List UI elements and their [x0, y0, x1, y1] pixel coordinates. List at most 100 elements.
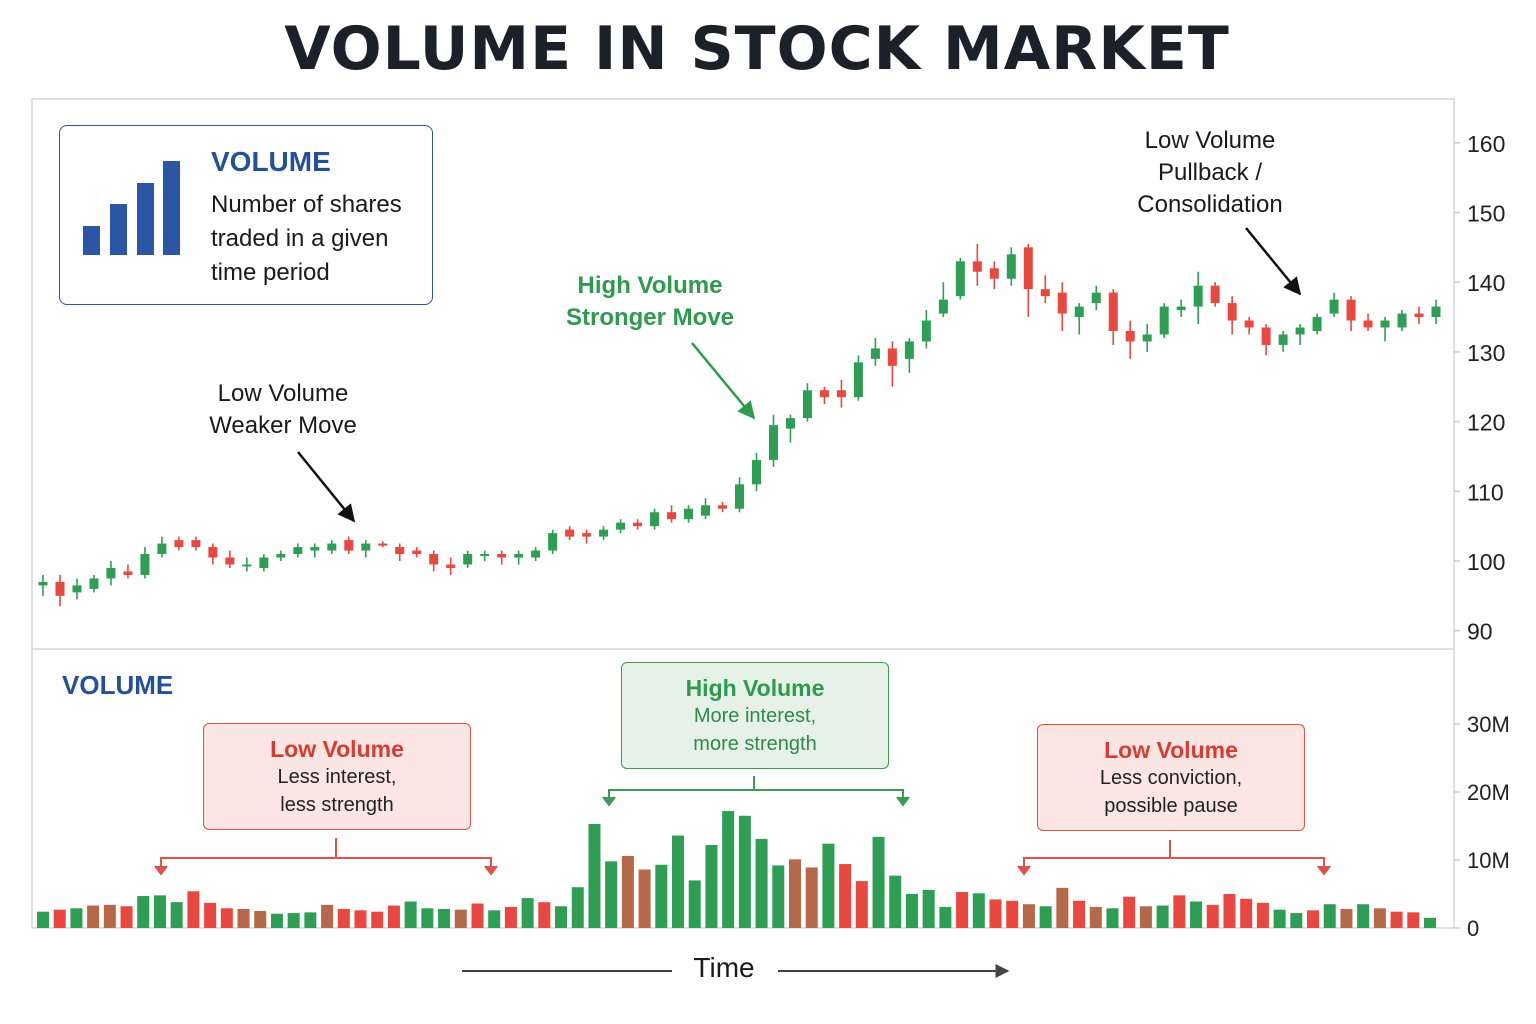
- candle-body: [1346, 299, 1356, 321]
- candle-body: [633, 522, 643, 527]
- candle: [463, 550, 473, 568]
- candle: [870, 337, 880, 366]
- candle-body: [785, 418, 795, 429]
- candle-body: [412, 550, 422, 555]
- volume-bar: [722, 811, 735, 928]
- volume-bar: [755, 838, 768, 928]
- candle-body: [701, 505, 711, 516]
- annotation-low-volume-pullback: Low Volume Pullback / Consolidation: [1137, 127, 1283, 218]
- candle-body: [1295, 327, 1305, 335]
- candle: [310, 543, 320, 558]
- volume-bar: [354, 910, 367, 928]
- price-tick-label: 130: [1467, 340, 1505, 366]
- candle: [412, 547, 422, 558]
- candle-body: [904, 341, 914, 359]
- candle-body: [1108, 292, 1118, 331]
- volume-bar: [521, 898, 534, 928]
- candle-body: [157, 543, 167, 555]
- volume-bar: [1173, 895, 1186, 928]
- volume-bar: [872, 836, 885, 928]
- volume-bar-series: [37, 811, 1436, 928]
- volume-bar: [454, 909, 467, 928]
- candle-body: [565, 529, 575, 537]
- volume-bar: [705, 845, 718, 928]
- volume-bar: [254, 911, 267, 928]
- volume-bar: [237, 908, 250, 928]
- candle: [1261, 324, 1271, 356]
- volume-bar: [1022, 904, 1035, 928]
- volume-bar: [1006, 900, 1019, 928]
- candle: [38, 574, 48, 596]
- candle: [276, 550, 286, 561]
- candle-body: [1261, 327, 1271, 345]
- volume-tick-label: 20M: [1467, 780, 1510, 805]
- volume-panel-label: VOLUME: [62, 670, 174, 700]
- candle: [599, 526, 609, 541]
- candle: [174, 536, 184, 551]
- volume-bar: [688, 880, 701, 928]
- low-volume-box-left-title: Low Volume: [270, 736, 404, 762]
- candle-body: [1125, 330, 1135, 342]
- candle: [429, 550, 439, 572]
- candle-body: [38, 581, 48, 586]
- candle-body: [191, 540, 201, 548]
- volume-bar: [905, 894, 918, 928]
- candle-body: [293, 547, 303, 555]
- volume-bar: [738, 815, 751, 928]
- candle-body: [1176, 306, 1186, 311]
- candle-body: [1227, 303, 1237, 321]
- candle: [751, 452, 761, 492]
- candle-body: [1312, 317, 1322, 331]
- candle-body: [106, 567, 116, 579]
- candle: [938, 282, 948, 318]
- candle-body: [310, 547, 320, 551]
- volume-bar: [421, 908, 434, 928]
- volume-tick-label: 10M: [1467, 848, 1510, 873]
- low-volume-box-right: Low Volume Less conviction, possible pau…: [1037, 724, 1305, 831]
- candle-body: [1414, 313, 1424, 318]
- candle: [887, 341, 897, 387]
- volume-bar: [187, 891, 200, 928]
- candle: [123, 564, 133, 579]
- candle-body: [955, 261, 965, 297]
- candle: [582, 529, 592, 544]
- candle: [55, 574, 65, 607]
- definition-title: VOLUME: [211, 146, 331, 177]
- price-tick-label: 110: [1467, 479, 1504, 505]
- volume-bar: [103, 904, 116, 928]
- candle-body: [853, 362, 863, 398]
- candle: [921, 310, 931, 349]
- candle-body: [582, 533, 592, 537]
- volume-bar: [1290, 913, 1303, 928]
- volume-bar: [1223, 894, 1236, 928]
- candle-body: [361, 543, 371, 551]
- volume-bar: [304, 912, 317, 928]
- candle: [497, 550, 507, 565]
- candlestick-series: [38, 243, 1441, 607]
- x-axis-label: Time: [693, 952, 755, 983]
- candle: [1210, 282, 1220, 307]
- candle: [1244, 317, 1254, 335]
- volume-bar: [1240, 898, 1253, 928]
- candle-body: [242, 564, 252, 567]
- candle: [208, 543, 218, 565]
- candle-body: [140, 554, 150, 575]
- candle-body: [327, 543, 337, 551]
- candle-body: [446, 564, 456, 568]
- candle: [1040, 275, 1050, 304]
- high-volume-box-text: More interest, more strength: [693, 705, 817, 755]
- candle-body: [887, 348, 897, 366]
- candle-body: [463, 554, 473, 565]
- candle-body: [616, 522, 626, 530]
- candle: [1023, 243, 1033, 318]
- candle: [191, 536, 201, 551]
- candle: [106, 561, 116, 586]
- candle-body: [1091, 292, 1101, 304]
- candle-body: [1057, 292, 1067, 314]
- price-tick-label: 140: [1467, 270, 1505, 296]
- candle-body: [429, 554, 439, 565]
- candle-body: [735, 484, 744, 509]
- volume-bar: [1307, 910, 1320, 928]
- candle: [853, 355, 863, 401]
- volume-bar: [605, 861, 618, 928]
